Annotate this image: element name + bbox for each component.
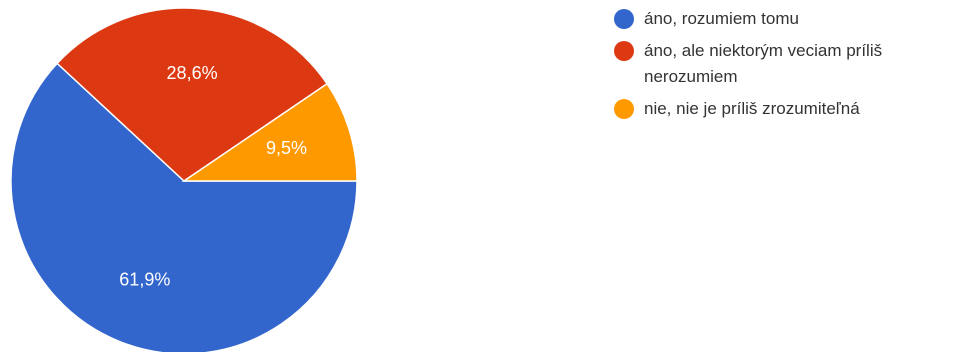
- chart-legend: áno, rozumiem tomu áno, ale niektorým ve…: [614, 8, 974, 130]
- legend-swatch-2: [614, 41, 634, 61]
- legend-label-3: nie, nie je príliš zrozumiteľná: [644, 99, 860, 118]
- pie-slice-label-3: 9,5%: [266, 138, 307, 158]
- pie-labels: 61,9% 28,6% 9,5%: [119, 63, 307, 290]
- pie-slice-2[interactable]: [56, 7, 329, 182]
- legend-label-1: áno, rozumiem tomu: [644, 9, 799, 28]
- legend-swatch-3: [614, 99, 634, 119]
- pie-slice-3[interactable]: [181, 82, 358, 182]
- legend-item-1[interactable]: áno, rozumiem tomu: [614, 8, 974, 32]
- pie-slice-1[interactable]: [10, 62, 358, 352]
- legend-swatch-1: [614, 9, 634, 29]
- pie-slices: [10, 7, 358, 352]
- pie-slice-label-1: 61,9%: [119, 270, 170, 290]
- pie-slice-label-2: 28,6%: [167, 63, 218, 83]
- legend-label-2: áno, ale niektorým veciam príliš nerozum…: [644, 41, 883, 86]
- legend-item-3[interactable]: nie, nie je príliš zrozumiteľná: [614, 98, 974, 122]
- legend-item-2[interactable]: áno, ale niektorým veciam príliš nerozum…: [614, 40, 974, 90]
